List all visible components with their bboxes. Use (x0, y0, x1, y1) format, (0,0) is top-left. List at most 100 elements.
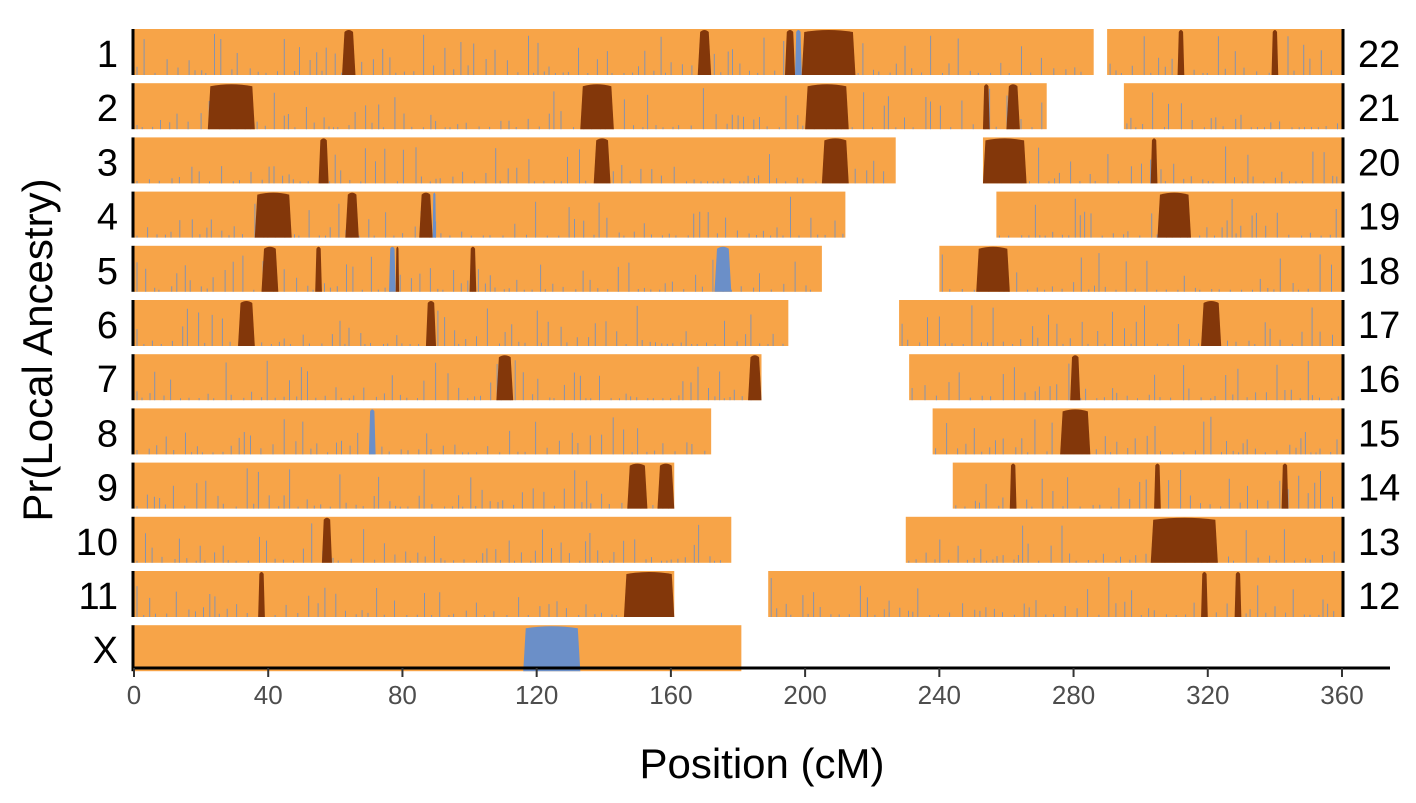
brown-ancestry-segment (1070, 355, 1081, 401)
y-axis-title: Pr(Local Ancestry) (14, 178, 61, 521)
noise-spikes (136, 252, 811, 292)
brown-ancestry-segment (982, 84, 990, 130)
brown-ancestry-segment (657, 463, 675, 509)
chromosome-16-bar (909, 354, 1342, 401)
chromosome-label-right: 22 (1358, 34, 1400, 76)
noise-spikes (1109, 36, 1332, 75)
chromosome-row: 7 16 (97, 354, 1400, 401)
noise-spikes (1126, 92, 1338, 130)
chromosome-row: 2 21 (97, 83, 1400, 130)
x-tick-label: 120 (515, 680, 558, 710)
brown-ancestry-segment (1234, 572, 1242, 617)
brown-ancestry-segment (345, 192, 359, 238)
noise-spikes (136, 147, 885, 184)
chromosome-row: 8 15 (97, 408, 1400, 455)
chromosome-label-right: 15 (1358, 413, 1400, 455)
brown-ancestry-segment (1009, 463, 1017, 509)
brown-ancestry-segment (982, 138, 1027, 184)
chromosome-row: 5 18 (97, 245, 1400, 293)
brown-ancestry-segment (623, 572, 675, 617)
brown-ancestry-segment (593, 138, 611, 184)
chromosome-12-bar (768, 571, 1342, 617)
chromosome-3-bar (134, 137, 896, 184)
brown-ancestry-segment (395, 246, 400, 292)
brown-ancestry-segment (469, 246, 477, 292)
chromosome-label-right: 21 (1358, 88, 1400, 130)
blue-ancestry-segment (523, 626, 581, 672)
brown-ancestry-segment (821, 138, 849, 184)
x-tick-label: 0 (127, 680, 141, 710)
chromosome-row: 6 17 (97, 300, 1400, 347)
brown-ancestry-segment (315, 246, 322, 292)
noise-spikes (136, 360, 752, 401)
chromosome-1-bar (134, 29, 1094, 75)
brown-ancestry-segment (496, 355, 514, 401)
chromosome-row: 9 14 (97, 462, 1400, 510)
brown-ancestry-segment (1150, 517, 1218, 563)
blue-ancestry-segment (432, 192, 436, 238)
brown-ancestry-segment (697, 30, 712, 75)
chromosome-17-bar (899, 300, 1342, 346)
brown-ancestry-segment (261, 246, 279, 292)
chromosome-label-right: 19 (1358, 197, 1400, 239)
chromosome-label-right: 20 (1358, 142, 1400, 184)
brown-ancestry-segment (1201, 572, 1208, 617)
chromosome-4-bar (134, 191, 846, 238)
brown-ancestry-segment (1150, 138, 1158, 184)
brown-ancestry-segment (207, 84, 255, 130)
chromosome-label-right: 12 (1358, 576, 1400, 618)
noise-spikes (770, 577, 1335, 617)
x-tick-label: 80 (388, 680, 417, 710)
chromosome-label-right: 16 (1358, 359, 1400, 401)
brown-ancestry-segment (1281, 463, 1289, 509)
x-axis: 0 40 80 120 160 200 240 280 320 360 (127, 666, 1390, 710)
brown-ancestry-segment (1271, 30, 1279, 75)
chromosome-label-right: 13 (1358, 522, 1400, 564)
x-tick-label: 320 (1186, 680, 1229, 710)
chromosome-20-bar (982, 137, 1342, 184)
x-axis-title: Position (cM) (639, 740, 884, 787)
brown-ancestry-segment (258, 572, 265, 617)
blue-ancestry-segment (368, 409, 376, 455)
chromosome-10-bar (134, 516, 732, 563)
brown-ancestry-segment (748, 355, 762, 401)
brown-ancestry-segment (580, 84, 614, 130)
chromosome-row: X (93, 625, 742, 672)
noise-spikes (136, 33, 1082, 75)
x-axis-ticks: 0 40 80 120 160 200 240 280 320 360 (127, 668, 1364, 710)
brown-ancestry-segment (1157, 192, 1191, 238)
brown-ancestry-segment (419, 192, 433, 238)
chromosome-13-bar (905, 516, 1342, 563)
x-tick-label: 40 (254, 680, 283, 710)
noise-spikes (136, 417, 706, 455)
x-tick-label: 360 (1320, 680, 1363, 710)
chromosome-label-left: 4 (97, 197, 118, 239)
noise-spikes (901, 305, 1333, 346)
brown-ancestry-segment (801, 30, 856, 75)
brown-ancestry-segment (784, 30, 796, 75)
brown-ancestry-segment (425, 301, 436, 346)
noise-spikes (136, 523, 721, 563)
chromosome-row: 11 12 (79, 571, 1400, 618)
chromosome-row: 4 19 (97, 191, 1400, 239)
chromosome-label-right: 17 (1358, 305, 1400, 347)
chromosome-22-bar (1107, 29, 1342, 75)
brown-ancestry-segment (976, 246, 1010, 292)
blue-ancestry-segment (795, 30, 802, 75)
chromosome-label-left: X (93, 630, 118, 672)
noise-spikes (911, 360, 1339, 401)
chromosome-label-right: 14 (1358, 468, 1400, 510)
chromosome-label-left: 11 (79, 576, 118, 618)
chromosome-14-bar (952, 462, 1342, 509)
chromosome-row: 10 13 (76, 516, 1400, 564)
chromosome-row: 1 22 (97, 29, 1400, 76)
chromosome-label-left: 9 (97, 468, 118, 510)
chromosome-8-bar (134, 408, 712, 455)
chromosome-label-left: 5 (97, 251, 118, 293)
brown-ancestry-segment (1006, 84, 1020, 130)
noise-spikes (136, 468, 669, 509)
chromosome-label-left: 10 (76, 522, 118, 564)
chromosome-label-right: 18 (1358, 251, 1400, 293)
brown-ancestry-segment (805, 84, 849, 130)
x-tick-label: 280 (1052, 680, 1095, 710)
